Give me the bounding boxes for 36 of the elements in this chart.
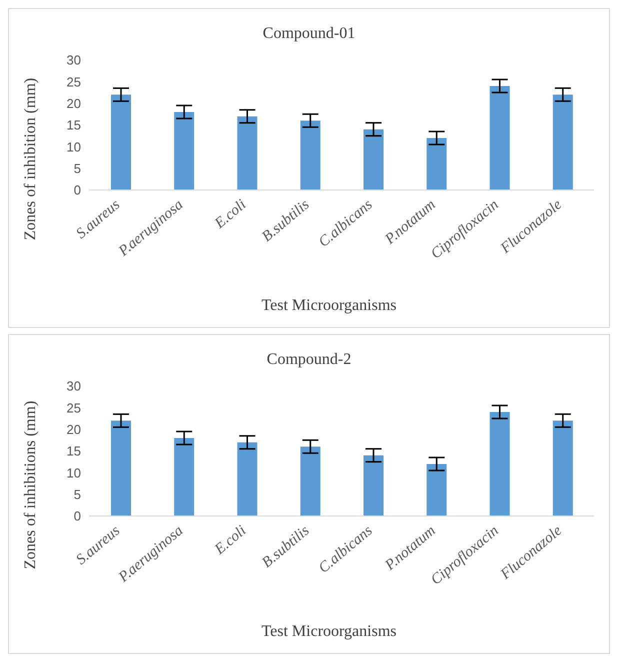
y-tick-label: 5	[74, 160, 81, 176]
chart-title: Compound-2	[266, 351, 352, 369]
y-tick-label: 25	[66, 400, 81, 416]
y-tick-label: 15	[66, 118, 81, 133]
bar	[174, 438, 194, 516]
bar	[364, 455, 384, 516]
bar	[490, 412, 510, 516]
chart-title: Compound-01	[262, 25, 356, 43]
bar	[364, 129, 384, 190]
bar	[237, 116, 258, 190]
bar	[111, 420, 131, 516]
y-tick-label: 10	[66, 139, 81, 154]
y-tick-label: 20	[66, 422, 81, 437]
bar	[111, 94, 131, 190]
y-tick-label: 20	[66, 96, 81, 111]
y-tick-label: 0	[74, 182, 81, 198]
y-axis-title: Zones of inhibitions (mm)	[22, 400, 40, 570]
y-tick-label: 10	[66, 465, 81, 480]
bar	[426, 464, 447, 516]
bar	[426, 138, 447, 190]
x-axis-title: Test Microorganisms	[260, 623, 398, 641]
bar	[300, 120, 320, 190]
bar	[490, 86, 510, 190]
y-tick-label: 0	[74, 508, 81, 524]
y-tick-label: 25	[66, 74, 81, 90]
y-tick-label: 30	[66, 378, 81, 394]
bar	[552, 420, 573, 516]
bar	[174, 112, 194, 190]
bar	[552, 94, 573, 190]
y-tick-label: 15	[66, 444, 81, 459]
y-axis-title: Zones of inhibition (mm)	[22, 78, 40, 240]
bar	[300, 446, 320, 516]
x-axis-title: Test Microorganisms	[260, 297, 398, 315]
bar	[237, 442, 258, 516]
y-tick-label: 30	[66, 52, 81, 68]
y-tick-label: 5	[74, 486, 81, 502]
